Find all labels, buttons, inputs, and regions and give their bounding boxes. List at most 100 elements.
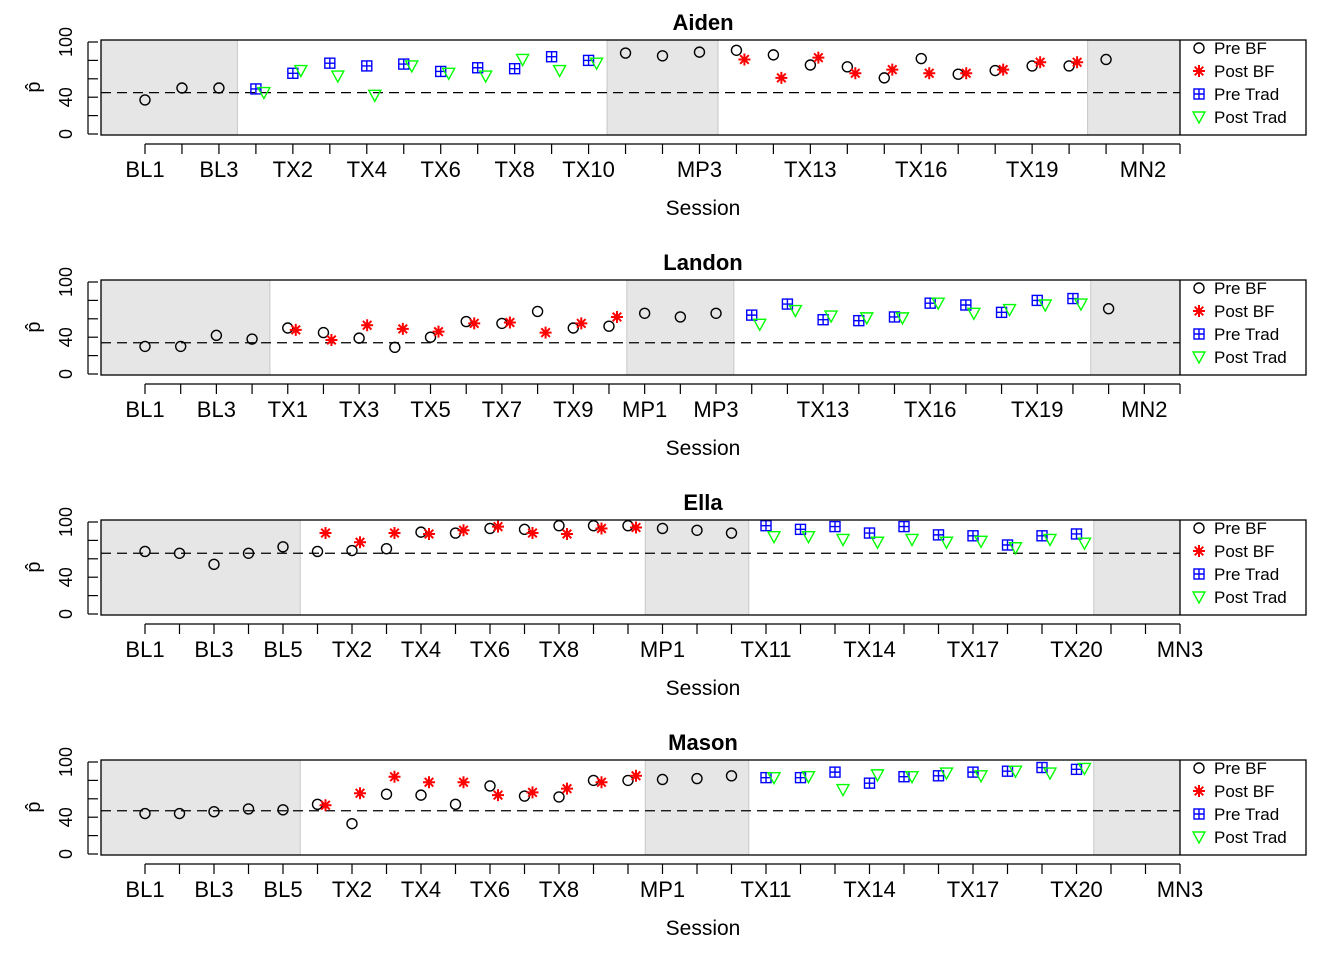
data-point <box>870 769 885 783</box>
data-point <box>324 57 336 69</box>
y-tick-label: 0 <box>56 609 76 619</box>
data-point <box>176 82 188 94</box>
x-axis-label: Session <box>666 197 741 220</box>
data-point <box>471 62 484 74</box>
y-axis: 0 40 100 p̂ <box>23 747 98 859</box>
series-pre-bf <box>139 519 738 571</box>
data-point <box>1102 302 1115 315</box>
x-tick-label: MP1 <box>622 397 667 422</box>
data-point <box>561 782 573 795</box>
data-point <box>539 326 552 339</box>
data-point <box>1070 528 1083 540</box>
data-point <box>1077 762 1092 776</box>
data-point <box>553 791 565 803</box>
data-point <box>622 774 634 787</box>
x-tick-label: MP3 <box>677 157 722 182</box>
data-point <box>829 766 841 778</box>
x-tick-label: TX8 <box>539 637 579 662</box>
legend: Pre BF Post BF Pre Trad Post Trad <box>1191 39 1287 127</box>
x-tick-label: TX6 <box>470 637 510 662</box>
data-point <box>863 527 876 539</box>
data-point <box>515 53 530 67</box>
data-point <box>752 318 767 332</box>
x-tick-label: MP1 <box>640 637 685 662</box>
data-point <box>995 306 1008 319</box>
data-point <box>492 789 504 802</box>
data-point <box>139 807 151 820</box>
data-point <box>457 524 470 537</box>
x-tick-label: BL1 <box>125 637 164 662</box>
data-point <box>404 60 419 74</box>
legend-label: Pre Trad <box>1214 85 1279 104</box>
data-point <box>1073 298 1089 312</box>
x-tick-label: TX4 <box>347 157 387 182</box>
x-tick-label: MP3 <box>693 397 738 422</box>
legend-marker <box>1193 282 1205 294</box>
panel-mason: Mason 0 40 100 p̂ BL1 BL3 BL5 TX2 TX4 TX6 TX8 MP1 TX1… <box>23 730 1307 940</box>
x-tick-label: BL1 <box>125 157 164 182</box>
data-point <box>380 788 393 800</box>
x-tick-label: TX4 <box>401 637 441 662</box>
data-point <box>354 787 366 800</box>
x-tick-label: TX11 <box>741 637 792 662</box>
data-point <box>619 47 632 59</box>
x-tick-label: TX14 <box>843 637 896 662</box>
chart-title: Landon <box>663 250 742 275</box>
x-tick-label: MN3 <box>1157 877 1203 902</box>
plot-frame <box>100 279 1307 376</box>
chart-title: Aiden <box>672 10 733 35</box>
x-axis: BL1 BL3 BL5 TX2 TX4 TX6 TX8 MP1 TX11 TX14 TX17 TX20… <box>125 623 1203 700</box>
data-point <box>801 771 816 785</box>
series-post-trad <box>256 53 604 103</box>
x-tick-label: MN3 <box>1157 637 1203 662</box>
data-point <box>693 46 706 58</box>
data-point <box>311 545 324 558</box>
x-tick-label: TX19 <box>1011 397 1064 422</box>
legend-label: Post Trad <box>1214 348 1287 367</box>
legend-marker <box>1193 305 1205 317</box>
x-axis-label: Session <box>666 917 741 940</box>
data-point <box>589 57 604 71</box>
phase-shade <box>606 39 719 136</box>
x-tick-label: TX13 <box>784 157 837 182</box>
data-point <box>354 536 366 549</box>
data-point <box>353 332 365 344</box>
legend: Pre BF Post BF Pre Trad Post Trad <box>1191 279 1287 367</box>
x-tick-label: TX6 <box>470 877 510 902</box>
data-point <box>575 317 588 330</box>
data-point <box>766 771 782 786</box>
x-tick-label: TX13 <box>797 397 850 422</box>
data-point <box>325 333 338 346</box>
data-point <box>656 50 669 62</box>
data-point <box>766 531 782 545</box>
data-point <box>545 51 558 63</box>
data-point <box>915 52 927 65</box>
y-axis-label: p̂ <box>23 801 45 812</box>
data-point <box>898 520 910 533</box>
data-point <box>801 531 816 545</box>
phase-shade <box>1093 759 1181 856</box>
x-axis: BL1 BL3 TX1 TX3 TX5 TX7 TX9 MP1 MP3 TX13 TX16 TX19 M… <box>125 383 1181 460</box>
data-point <box>853 314 865 327</box>
x-axis-label: Session <box>666 437 741 460</box>
data-point <box>725 527 738 539</box>
data-point <box>388 527 401 540</box>
x-tick-label: BL5 <box>263 637 302 662</box>
x-axis-label: Session <box>666 677 741 700</box>
chart-title: Ella <box>683 490 723 515</box>
phase-shade <box>1087 39 1181 136</box>
data-point <box>812 51 825 64</box>
x-tick-label: TX17 <box>947 637 1000 662</box>
phase-shade <box>626 279 735 376</box>
legend: Pre BF Post BF Pre Trad Post Trad <box>1191 519 1287 607</box>
x-tick-label: TX3 <box>339 397 379 422</box>
data-point <box>457 776 470 789</box>
x-tick-label: TX20 <box>1050 637 1103 662</box>
data-point <box>346 544 358 557</box>
phase-shade <box>1093 519 1181 616</box>
x-tick-label: BL3 <box>197 397 236 422</box>
phase-shade <box>100 279 271 376</box>
data-point <box>817 314 829 326</box>
data-point <box>939 536 954 550</box>
x-tick-label: TX8 <box>539 877 579 902</box>
